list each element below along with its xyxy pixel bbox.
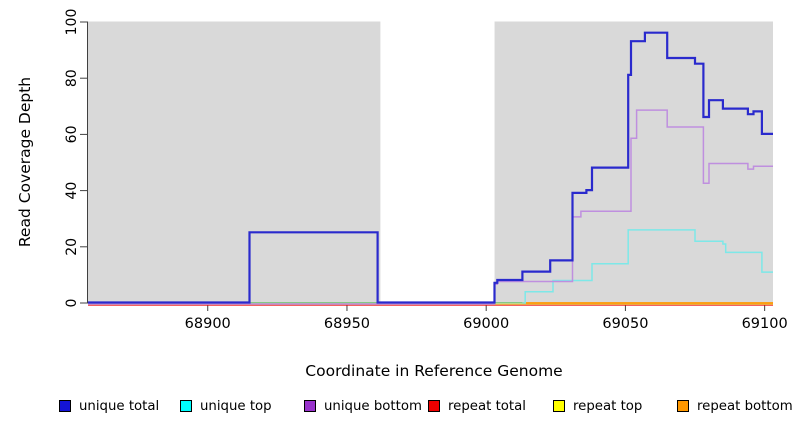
legend-item-repeat-total: repeat total [428,396,526,416]
legend-label: unique total [79,398,160,414]
y-tick-label: 100 [64,9,80,36]
legend-item-unique-total: unique total [59,396,159,416]
x-axis-title: Coordinate in Reference Genome [305,362,563,380]
legend-item-repeat-bottom: repeat bottom [677,396,792,416]
y-axis-title: Read Coverage Depth [16,76,34,248]
x-tick-label: 68900 [185,316,231,332]
legend-item-repeat-top: repeat top [553,396,642,416]
legend-swatch-icon [677,400,689,412]
y-tick-label: 60 [64,125,80,143]
x-tick-label: 69100 [742,316,788,332]
legend-item-unique-top: unique top [180,396,272,416]
y-tick-label: 40 [64,182,80,200]
legend-swatch-icon [180,400,192,412]
x-tick-label: 69050 [602,316,648,332]
legend-swatch-icon [428,400,440,412]
x-tick-label: 69000 [463,316,509,332]
series-line-unique-top [522,229,773,304]
legend: unique total unique top unique bottom repea… [0,396,792,418]
y-tick-label: 20 [64,238,80,256]
legend-swatch-icon [553,400,565,412]
panel-region-1 [88,21,381,304]
legend-swatch-icon [59,400,71,412]
y-tick-label: 80 [64,69,80,87]
legend-label: repeat total [448,398,526,414]
legend-label: unique top [200,398,272,414]
legend-label: unique bottom [324,398,422,414]
y-tick-label: 0 [64,299,80,308]
legend-swatch-icon [304,400,316,412]
plot-canvas: 0 20 40 60 80 100 68900 68950 69000 69050 69100 [64,9,788,332]
legend-item-unique-bottom: unique bottom [304,396,422,416]
series-line-unique-total [88,31,773,304]
x-tick-label: 68950 [324,316,370,332]
legend-label: repeat bottom [697,398,792,414]
legend-label: repeat top [573,398,643,414]
